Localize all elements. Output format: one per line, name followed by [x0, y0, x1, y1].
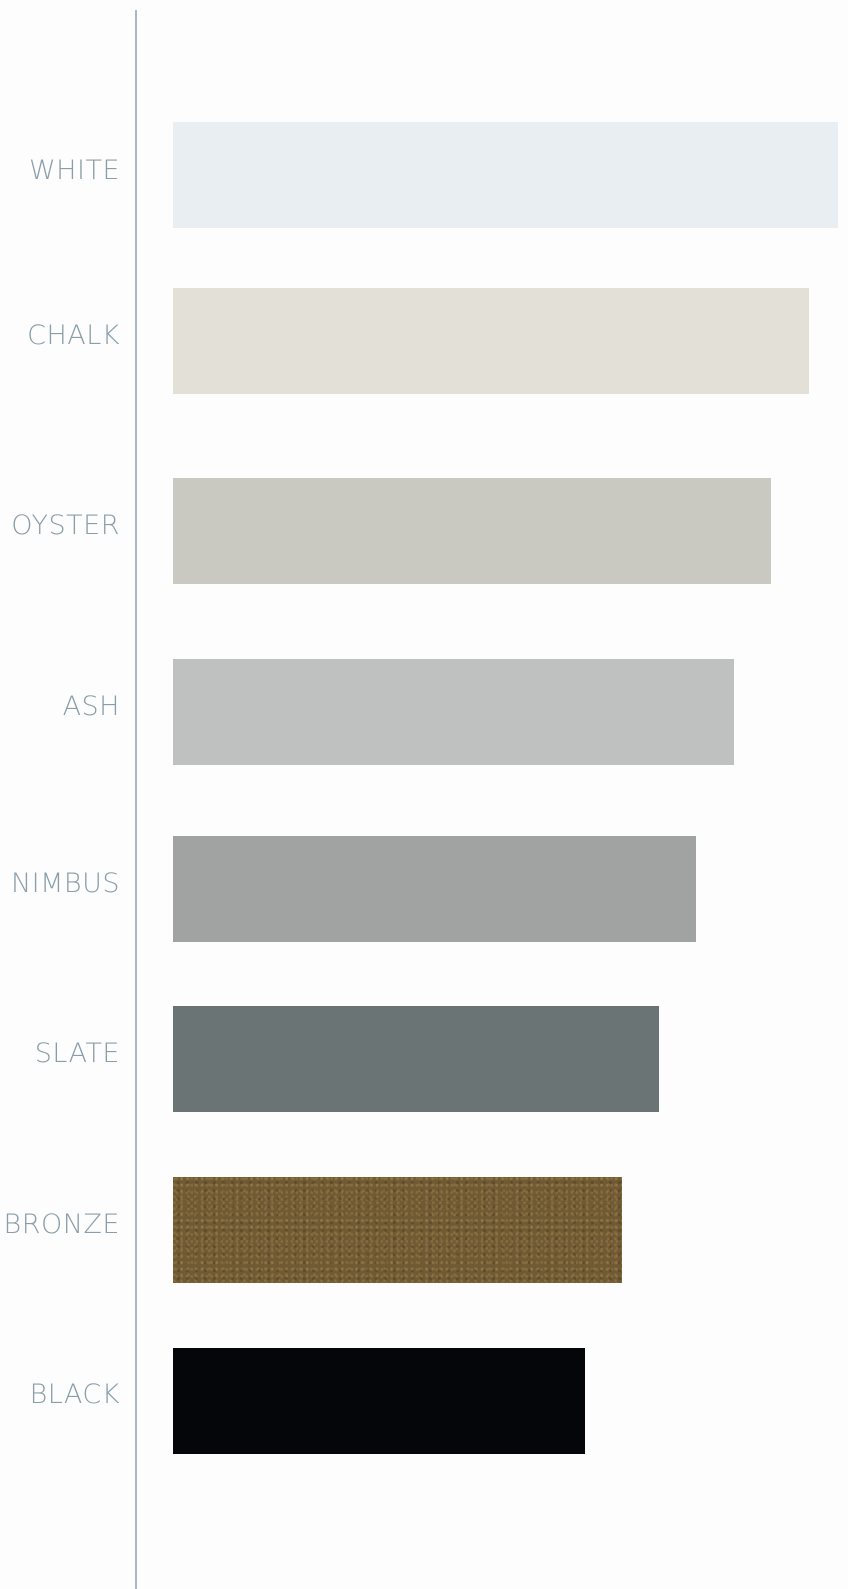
color-swatch-black [173, 1348, 585, 1454]
swatch-label-nimbus: NIMBUS [10, 868, 120, 899]
color-swatch-nimbus [173, 836, 696, 942]
swatch-label-black: BLACK [29, 1379, 120, 1410]
swatch-label-chalk: CHALK [27, 320, 120, 351]
swatch-label-bronze: BRONZE [3, 1209, 120, 1240]
swatch-label-white: WHITE [28, 155, 120, 186]
color-swatch-oyster [173, 478, 771, 584]
color-swatch-ash [173, 659, 734, 765]
swatch-label-oyster: OYSTER [11, 510, 120, 541]
color-swatch-slate [173, 1006, 659, 1112]
vertical-divider [135, 10, 137, 1589]
swatch-label-slate: SLATE [34, 1038, 120, 1069]
color-swatch-white [173, 122, 838, 228]
color-swatch-chalk [173, 288, 809, 394]
swatch-label-ash: ASH [62, 691, 120, 722]
color-swatch-bronze [173, 1177, 622, 1283]
